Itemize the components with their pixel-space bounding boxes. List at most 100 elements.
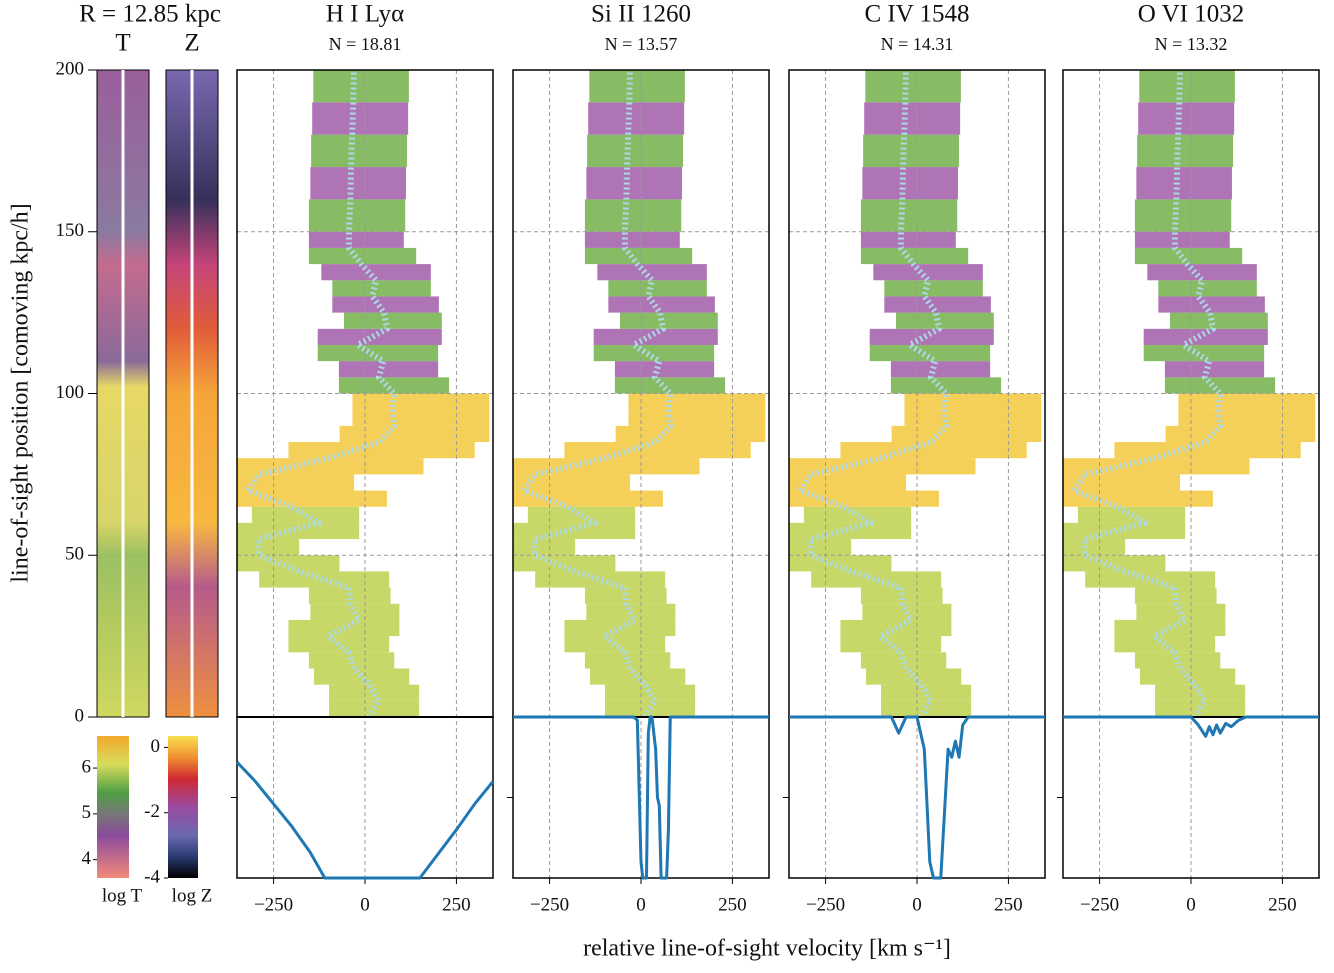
gas-cloud xyxy=(1134,231,1230,248)
gas-cloud xyxy=(593,328,718,345)
y-tick-label: 0 xyxy=(75,705,85,726)
gas-cloud xyxy=(866,668,962,685)
x-tick-label: 0 xyxy=(636,894,646,915)
flux-frame xyxy=(1062,716,1320,879)
gas-cloud xyxy=(1114,442,1301,459)
gas-cloud xyxy=(310,167,406,200)
x-tick-label: 250 xyxy=(994,894,1023,915)
gas-cloud xyxy=(513,458,700,475)
gas-cloud xyxy=(896,312,994,329)
gas-cloud xyxy=(803,506,912,523)
gas-cloud xyxy=(1164,361,1265,378)
gas-cloud xyxy=(884,280,983,297)
gas-cloud xyxy=(352,393,490,410)
panel-subtitle: N = 18.81 xyxy=(329,34,402,54)
gas-cloud xyxy=(860,199,958,232)
x-tick-label: −250 xyxy=(1080,894,1119,915)
gas-cloud xyxy=(881,700,972,717)
gas-cloud xyxy=(586,167,682,200)
gas-cloud xyxy=(313,70,409,103)
x-tick-label: −250 xyxy=(254,894,293,915)
gas-cloud xyxy=(1147,264,1257,281)
gas-cloud xyxy=(1134,199,1232,232)
gas-cloud xyxy=(862,167,958,200)
gas-cloud xyxy=(840,636,942,653)
x-tick-label: −250 xyxy=(530,894,569,915)
colorbar-tick-label: -2 xyxy=(144,801,160,822)
y-tick-label: 150 xyxy=(56,220,85,241)
gas-cloud xyxy=(237,474,355,491)
gas-cloud xyxy=(1063,474,1181,491)
gas-cloud xyxy=(584,652,671,669)
gas-cloud xyxy=(352,409,490,426)
gas-cloud xyxy=(308,652,395,669)
gas-cloud xyxy=(338,377,450,394)
gas-cloud xyxy=(317,344,439,362)
velocity-track xyxy=(520,69,674,719)
gas-cloud xyxy=(789,555,892,572)
x-tick-label: 250 xyxy=(718,894,747,915)
gas-cloud xyxy=(865,70,961,103)
panel-title: C IV 1548 xyxy=(864,1,969,28)
gas-cloud xyxy=(329,684,420,701)
gas-cloud xyxy=(584,587,667,604)
gas-cloud xyxy=(527,506,636,523)
gas-cloud xyxy=(1178,409,1316,426)
gas-cloud xyxy=(789,474,907,491)
gas-cloud xyxy=(614,377,726,394)
gas-cloud xyxy=(1137,134,1234,168)
gas-cloud xyxy=(332,280,431,297)
gas-cloud xyxy=(904,393,1042,410)
colorbar xyxy=(97,736,129,878)
gas-cloud xyxy=(840,442,1027,459)
gas-cloud xyxy=(1143,344,1265,362)
panel-subtitle: N = 13.32 xyxy=(1155,34,1228,54)
colorbar-tick-label: 6 xyxy=(82,756,92,777)
gas-cloud xyxy=(288,636,390,653)
gas-cloud xyxy=(593,344,715,362)
gas-cloud xyxy=(584,199,682,232)
velocity-track xyxy=(244,69,398,719)
gas-cloud xyxy=(789,522,912,540)
gas-cloud xyxy=(588,102,685,135)
velocity-track xyxy=(796,69,950,719)
x-tick-label: 0 xyxy=(912,894,922,915)
gas-cloud xyxy=(321,264,431,281)
gas-cloud xyxy=(1063,555,1166,572)
colorbar-label: log Z xyxy=(172,885,213,906)
x-tick-label: −250 xyxy=(806,894,845,915)
panel-title: O VI 1032 xyxy=(1138,1,1244,28)
flux-line xyxy=(1063,715,1319,738)
velocity-track xyxy=(1070,69,1224,719)
gas-cloud xyxy=(513,522,636,540)
gas-cloud xyxy=(513,539,576,556)
gas-cloud xyxy=(1085,571,1216,588)
gas-cloud xyxy=(597,264,707,281)
gas-cloud xyxy=(1136,167,1232,200)
flux-frame xyxy=(236,716,494,879)
gas-cloud xyxy=(1134,652,1221,669)
colorbar-tick-label: 5 xyxy=(82,802,92,823)
gas-cloud xyxy=(873,264,983,281)
gas-cloud xyxy=(789,490,939,507)
gas-cloud xyxy=(1063,522,1186,540)
colorbar-tick-label: 0 xyxy=(151,736,161,757)
colorbar-tick-label: -4 xyxy=(144,866,160,887)
gas-cloud xyxy=(860,231,956,248)
gas-cloud xyxy=(608,280,707,297)
gas-cloud xyxy=(590,668,686,685)
gas-cloud xyxy=(259,571,390,588)
gas-cloud xyxy=(314,668,410,685)
gas-cloud xyxy=(308,231,404,248)
radius: R = 12.85 kpc xyxy=(79,1,221,28)
gas-cloud xyxy=(628,409,766,426)
gas-cloud xyxy=(564,442,751,459)
x-tick-label: 0 xyxy=(1186,894,1196,915)
gas-cloud xyxy=(615,425,766,443)
x-tick-label: 0 xyxy=(360,894,370,915)
gas-cloud xyxy=(1139,70,1235,103)
gas-cloud xyxy=(811,571,942,588)
gas-cloud xyxy=(1164,377,1276,394)
gas-cloud xyxy=(1170,312,1268,329)
